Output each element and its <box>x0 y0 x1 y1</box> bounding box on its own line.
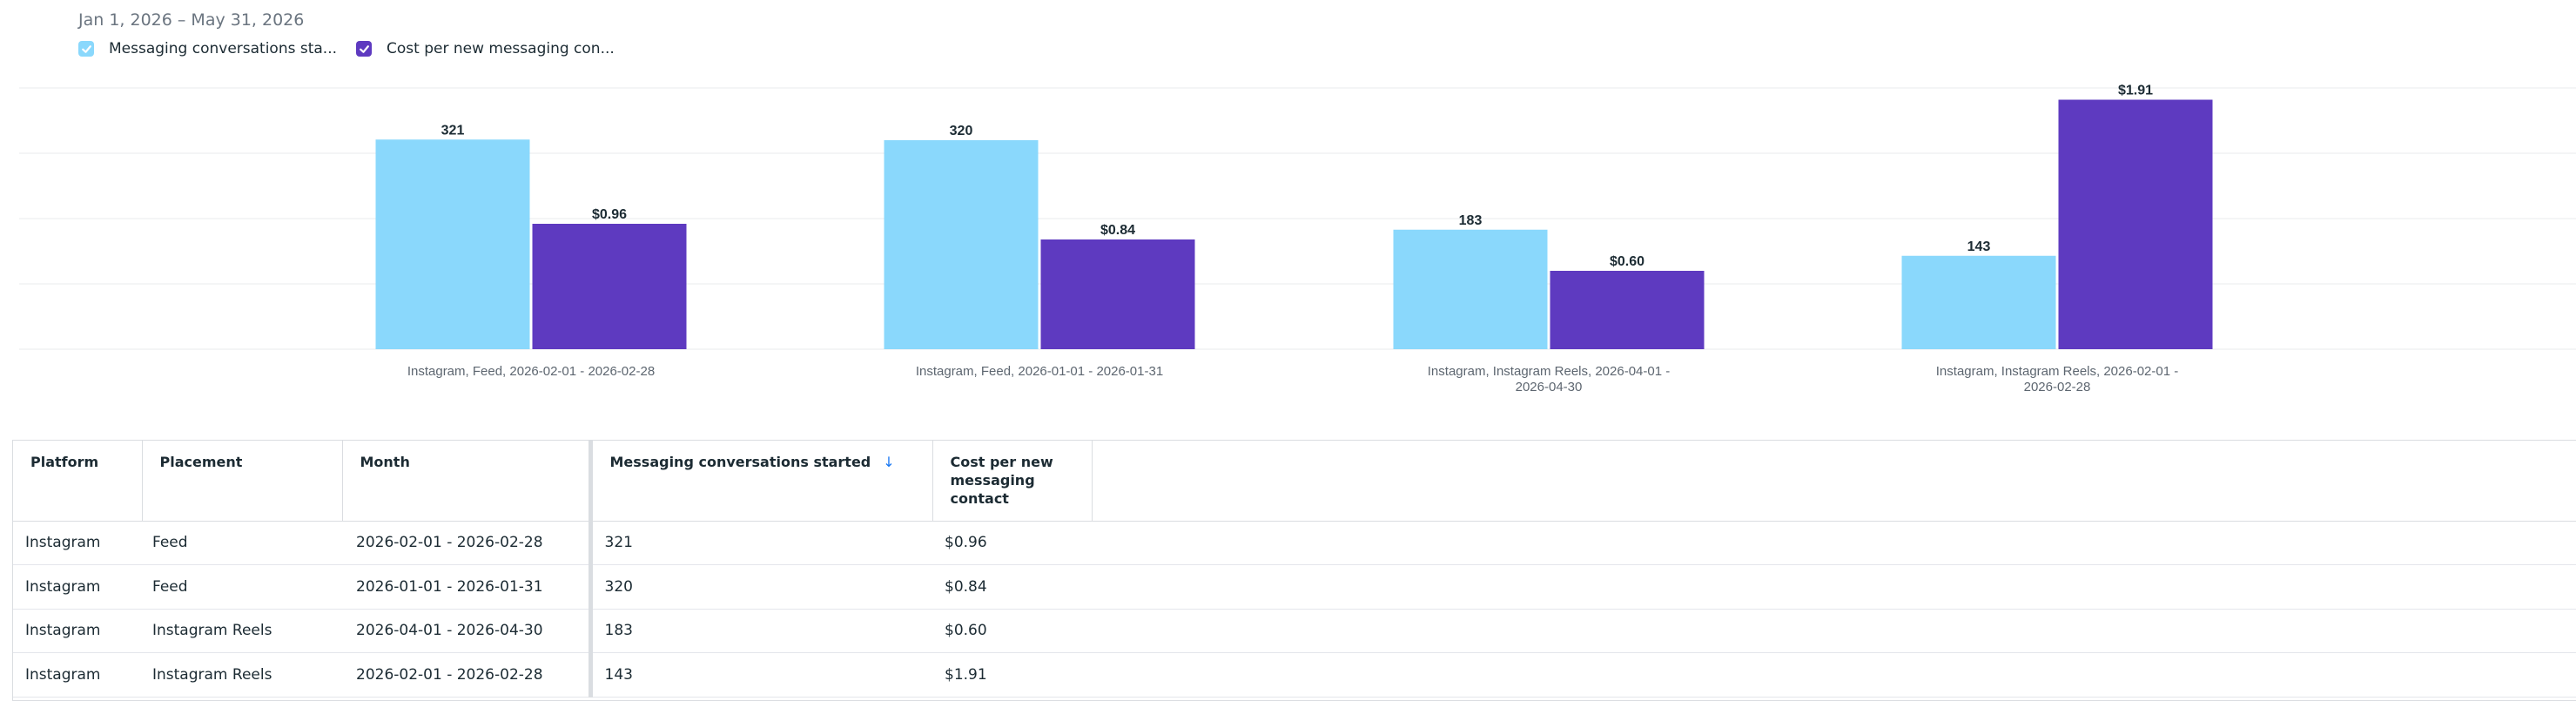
bar <box>2058 99 2213 349</box>
column-header-placement[interactable]: Placement <box>142 441 343 522</box>
cell-cost: $0.84 <box>932 564 1092 610</box>
legend-item-cost[interactable]: Cost per new messaging con... <box>356 40 615 57</box>
arrow-down-icon[interactable]: ↓ <box>883 454 895 470</box>
date-range: Jan 1, 2026 – May 31, 2026 <box>78 10 305 30</box>
data-table: Platform Placement Month Messaging conve… <box>12 440 2576 701</box>
cell-month: 2026-01-01 - 2026-01-31 <box>342 564 593 610</box>
check-icon <box>359 44 369 53</box>
bar <box>884 140 1039 349</box>
data-label: 321 <box>441 123 465 138</box>
cell-cost: $0.60 <box>932 609 1092 653</box>
cell-platform: Instagram <box>13 652 142 698</box>
bar <box>532 224 687 349</box>
cell-placement: Feed <box>142 564 342 610</box>
cell-placement: Instagram Reels <box>142 652 342 698</box>
table-row: Instagram Feed 2026-01-01 - 2026-01-31 320 $… <box>13 564 2576 610</box>
cell-empty <box>1092 564 2576 610</box>
cell-month: 2026-04-01 - 2026-04-30 <box>342 609 593 653</box>
category-label: Instagram, Feed, 2026-01-01 - 2026-01-31 <box>916 364 1163 379</box>
legend-item-conversations[interactable]: Messaging conversations sta... <box>78 40 337 57</box>
column-header-month[interactable]: Month <box>342 441 593 522</box>
cell-month: 2026-02-01 - 2026-02-28 <box>342 521 593 565</box>
table-row: Instagram Feed 2026-02-01 - 2026-02-28 321 $… <box>13 521 2576 565</box>
check-icon <box>81 44 91 53</box>
cell-empty <box>1092 652 2576 698</box>
data-label: $0.96 <box>592 207 627 222</box>
bar-chart: 321 $0.96 Instagram, Feed, 2026-02-01 - 20… <box>0 78 2576 409</box>
cell-platform: Instagram <box>13 609 142 653</box>
bar <box>375 139 530 349</box>
category-label: Instagram, Feed, 2026-02-01 - 2026-02-28 <box>407 364 655 379</box>
table-row: Instagram Instagram Reels 2026-04-01 - 202… <box>13 609 2576 653</box>
cell-platform: Instagram <box>13 564 142 610</box>
cell-empty <box>1092 609 2576 653</box>
cell-messaging-conversations: 183 <box>590 609 932 653</box>
bar-chart-svg: 321 $0.96 Instagram, Feed, 2026-02-01 - 20… <box>19 84 2576 394</box>
data-label: 183 <box>1459 213 1483 228</box>
cell-empty <box>1092 521 2576 565</box>
cell-cost: $1.91 <box>932 652 1092 698</box>
cell-month: 2026-02-01 - 2026-02-28 <box>342 652 593 698</box>
cell-placement: Feed <box>142 521 342 565</box>
data-label: $1.91 <box>2118 84 2153 98</box>
bar <box>1901 255 2056 349</box>
bar <box>1393 229 1548 349</box>
bar <box>1550 271 1705 349</box>
column-header-platform[interactable]: Platform <box>13 441 143 522</box>
column-header-empty <box>1092 441 2576 522</box>
category-label: Instagram, Instagram Reels, 2026-04-01 - <box>1428 364 1670 379</box>
bar <box>1040 239 1195 349</box>
category-label: 2026-04-30 <box>1516 380 1583 394</box>
table-row: Instagram Instagram Reels 2026-02-01 - 202… <box>13 652 2576 698</box>
cell-messaging-conversations: 143 <box>590 652 932 698</box>
cell-messaging-conversations: 321 <box>590 521 932 565</box>
cell-messaging-conversations: 320 <box>590 564 932 610</box>
data-label: $0.60 <box>1610 254 1644 269</box>
chart-legend: Messaging conversations sta... Cost per … <box>78 40 634 57</box>
table-header-row: Platform Placement Month Messaging conve… <box>13 441 2576 522</box>
cell-platform: Instagram <box>13 521 142 565</box>
category-label: Instagram, Instagram Reels, 2026-02-01 - <box>1936 364 2178 379</box>
legend-label: Messaging conversations sta... <box>109 40 338 57</box>
column-header-messaging-conversations[interactable]: Messaging conversations started ↓ <box>590 441 933 522</box>
data-label: 143 <box>1967 239 1991 254</box>
cell-cost: $0.96 <box>932 521 1092 565</box>
cell-placement: Instagram Reels <box>142 609 342 653</box>
column-header-cost-per-contact[interactable]: Cost per new messaging contact <box>932 441 1093 522</box>
legend-checkbox[interactable] <box>356 41 373 57</box>
legend-checkbox[interactable] <box>78 41 94 57</box>
category-label: 2026-02-28 <box>2024 380 2091 394</box>
data-label: $0.84 <box>1100 223 1135 238</box>
data-label: 320 <box>950 124 973 138</box>
legend-label: Cost per new messaging con... <box>387 40 615 57</box>
